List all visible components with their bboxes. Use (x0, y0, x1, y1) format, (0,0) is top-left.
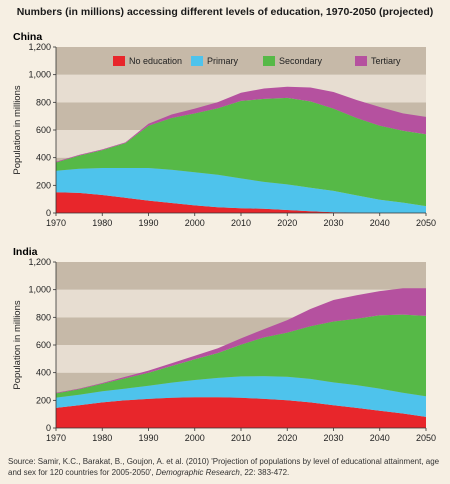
source-note: Source: Samir, K.C., Barakat, B., Goujon… (8, 456, 444, 478)
india-xtick-label-7: 2040 (370, 433, 390, 443)
india-ytick-label-3: 600 (36, 340, 51, 350)
india-ytick-label-0: 0 (46, 423, 51, 433)
china-xtick-label-5: 2020 (277, 218, 297, 228)
china-area-primary (56, 168, 426, 213)
china-ytick-label-1: 200 (36, 180, 51, 190)
india-xtick-label-4: 2010 (231, 433, 251, 443)
china-ytick-label-4: 800 (36, 97, 51, 107)
india-ytick-label-4: 800 (36, 312, 51, 322)
china-legend-label-no-education: No education (129, 56, 182, 66)
india-ytick-label-2: 400 (36, 368, 51, 378)
source-suffix: , 22: 383-472. (239, 468, 290, 477)
china-y-axis-label: Population in millions (12, 85, 23, 174)
figure-title: Numbers (in millions) accessing differen… (16, 6, 434, 18)
india-xtick-label-5: 2020 (277, 433, 297, 443)
source-prefix: Source: Samir, K.C., Barakat, B., Goujon… (8, 457, 440, 477)
china-legend-swatch-primary (191, 56, 203, 66)
china-ytick-label-5: 1,000 (28, 70, 51, 80)
india-ytick-label-5: 1,000 (28, 285, 51, 295)
india-y-axis-label: Population in millions (12, 300, 23, 389)
india-ytick-label-6: 1,200 (28, 257, 51, 267)
china-ytick-label-6: 1,200 (28, 42, 51, 52)
china-legend-label-secondary: Secondary (279, 56, 323, 66)
india-area-no-education (56, 397, 426, 428)
china-area-no-education (56, 192, 426, 213)
india-panel-title: India (13, 246, 38, 258)
china-xtick-label-2: 1990 (138, 218, 158, 228)
china-area-tertiary (56, 86, 426, 163)
india-area-secondary (56, 314, 426, 398)
india-xtick-label-6: 2030 (323, 433, 343, 443)
india-xtick-label-1: 1980 (92, 433, 112, 443)
china-legend-label-primary: Primary (207, 56, 238, 66)
china-legend-swatch-secondary (263, 56, 275, 66)
source-journal: Demographic Research (155, 468, 240, 477)
china-xtick-label-4: 2010 (231, 218, 251, 228)
india-xtick-label-8: 2050 (416, 433, 436, 443)
india-xtick-label-2: 1990 (138, 433, 158, 443)
china-xtick-label-1: 1980 (92, 218, 112, 228)
india-band-5 (56, 262, 426, 290)
india-xtick-label-0: 1970 (46, 433, 66, 443)
china-xtick-label-3: 2000 (185, 218, 205, 228)
china-xtick-label-7: 2040 (370, 218, 390, 228)
china-ytick-label-3: 600 (36, 125, 51, 135)
china-ytick-label-0: 0 (46, 208, 51, 218)
india-area-tertiary (56, 288, 426, 394)
china-area-secondary (56, 97, 426, 207)
china-xtick-label-0: 1970 (46, 218, 66, 228)
india-area-primary (56, 376, 426, 417)
china-legend-label-tertiary: Tertiary (371, 56, 401, 66)
china-panel-title: China (13, 31, 42, 43)
china-legend-swatch-no-education (113, 56, 125, 66)
india-ytick-label-1: 200 (36, 395, 51, 405)
china-xtick-label-6: 2030 (323, 218, 343, 228)
china-legend-swatch-tertiary (355, 56, 367, 66)
china-ytick-label-2: 400 (36, 153, 51, 163)
india-xtick-label-3: 2000 (185, 433, 205, 443)
china-xtick-label-8: 2050 (416, 218, 436, 228)
